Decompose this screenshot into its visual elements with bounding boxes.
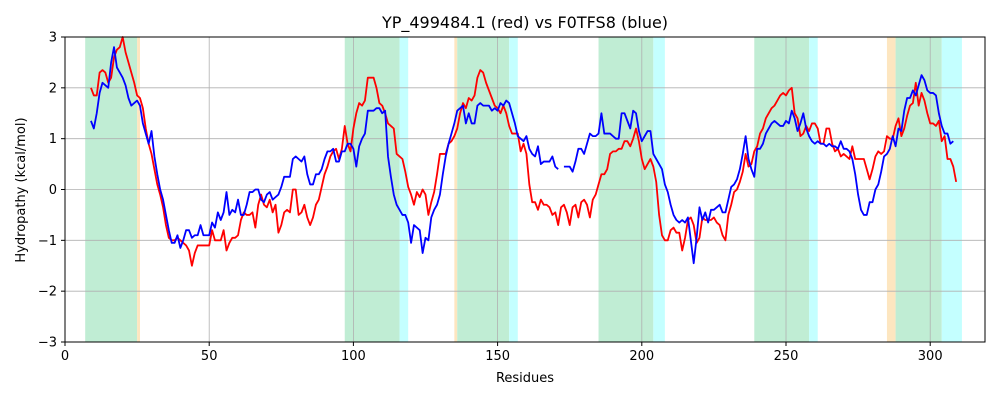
- axis-layer: 0 50 100 150 200 250 300 −3 −2 −1 0 1 2 3: [38, 31, 943, 365]
- y-tick-label-3: 0: [49, 183, 57, 198]
- y-tick-label-6: 3: [49, 31, 57, 46]
- y-axis-label: Hydropathy (kcal/mol): [14, 117, 29, 262]
- x-tick-label-0: 0: [61, 349, 69, 364]
- y-tick-label-5: 2: [49, 81, 57, 96]
- x-tick-label-4: 200: [629, 349, 654, 364]
- x-tick-label-2: 100: [341, 349, 366, 364]
- x-tick-label-5: 250: [774, 349, 799, 364]
- series-line-1: [90, 46, 954, 265]
- grid-layer: [64, 36, 985, 343]
- y-tick-label-4: 1: [49, 132, 57, 147]
- series-layer: [90, 36, 958, 267]
- y-tick-label-1: −2: [38, 285, 57, 300]
- series-line-0: [90, 36, 958, 267]
- y-tick-label-2: −1: [38, 234, 57, 249]
- y-tick-label-0: −3: [38, 336, 57, 351]
- x-tick-label-6: 300: [918, 349, 943, 364]
- x-axis-label: Residues: [496, 371, 554, 386]
- x-tick-label-3: 150: [485, 349, 510, 364]
- x-tick-label-1: 50: [201, 349, 218, 364]
- chart-title: YP_499484.1 (red) vs F0TFS8 (blue): [381, 13, 668, 33]
